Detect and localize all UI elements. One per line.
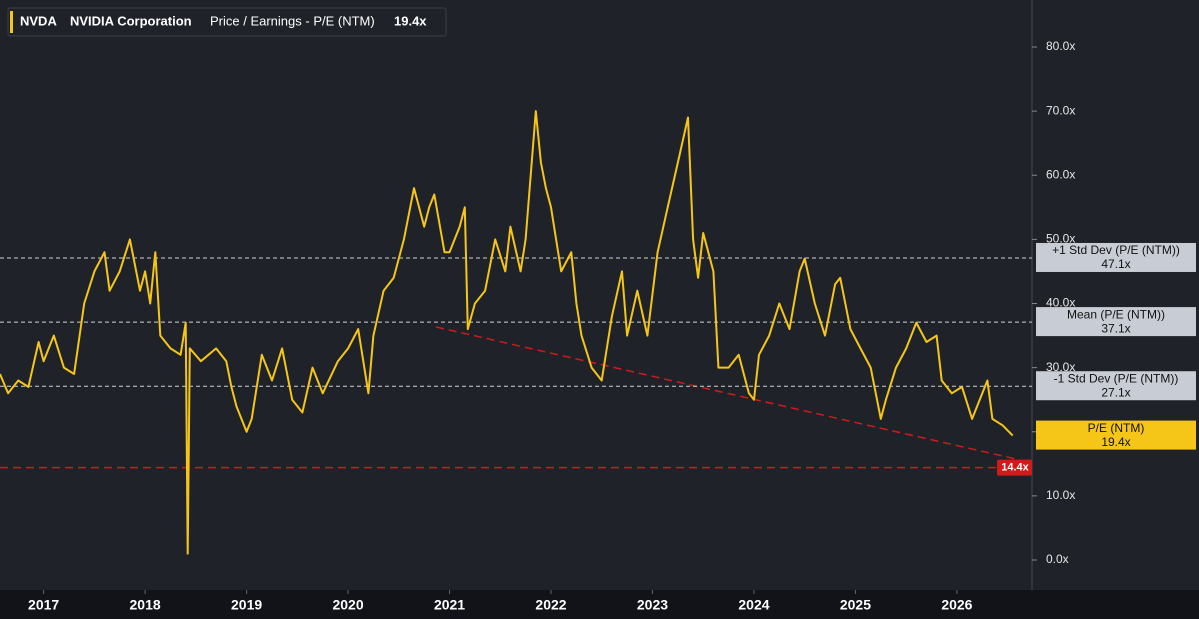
x-tick-label: 2022 — [535, 597, 566, 613]
reference-name: Mean (P/E (NTM)) — [1067, 307, 1165, 321]
header-accent — [10, 11, 13, 33]
metric: Price / Earnings - P/E (NTM) — [210, 13, 375, 28]
reference-value-label: 47.1x — [1101, 257, 1130, 271]
reference-name: -1 Std Dev (P/E (NTM)) — [1054, 371, 1179, 385]
y-tick-label: 60.0x — [1046, 167, 1075, 181]
current-name: P/E (NTM) — [1088, 421, 1145, 435]
current-value-label: 19.4x — [1101, 435, 1130, 449]
reference-value-label: 27.1x — [1101, 385, 1130, 399]
reference-label-box — [1036, 307, 1196, 337]
company: NVIDIA Corporation — [70, 13, 192, 28]
x-tick-label: 2020 — [332, 597, 363, 613]
x-tick-label: 2024 — [738, 597, 769, 613]
y-tick-label: 80.0x — [1046, 39, 1075, 53]
y-tick-label: 50.0x — [1046, 232, 1075, 246]
reference-value-label: 37.1x — [1101, 321, 1130, 335]
trend-line — [435, 326, 1017, 460]
x-tick-label: 2021 — [434, 597, 465, 613]
header: NVDA NVIDIA Corporation Price / Earnings… — [7, 7, 447, 37]
ticker: NVDA — [20, 13, 57, 28]
header-box — [7, 7, 447, 37]
y-tick-label: 10.0x — [1046, 488, 1075, 502]
reference-name: +1 Std Dev (P/E (NTM)) — [1052, 243, 1180, 257]
series-line — [0, 110, 1014, 555]
y-tick-label: 40.0x — [1046, 296, 1075, 310]
y-tick-label: 70.0x — [1046, 103, 1075, 117]
reference-value-label: 14.4x — [1001, 462, 1029, 474]
x-tick-label: 2026 — [941, 597, 972, 613]
header-value: 19.4x — [394, 13, 427, 28]
current-label-box — [1036, 420, 1196, 450]
x-tick-label: 2018 — [130, 597, 161, 613]
x-tick-label: 2025 — [840, 597, 871, 613]
reference-label-box — [1036, 371, 1196, 401]
reference-label-box — [1036, 242, 1196, 272]
y-tick-label: 0.0x — [1046, 552, 1069, 566]
x-tick-label: 2023 — [637, 597, 668, 613]
x-tick-label: 2017 — [28, 597, 59, 613]
y-tick-label: 30.0x — [1046, 360, 1075, 374]
reference-label-box — [997, 459, 1032, 476]
x-tick-label: 2019 — [231, 597, 262, 613]
x-axis-strip — [0, 590, 1199, 619]
